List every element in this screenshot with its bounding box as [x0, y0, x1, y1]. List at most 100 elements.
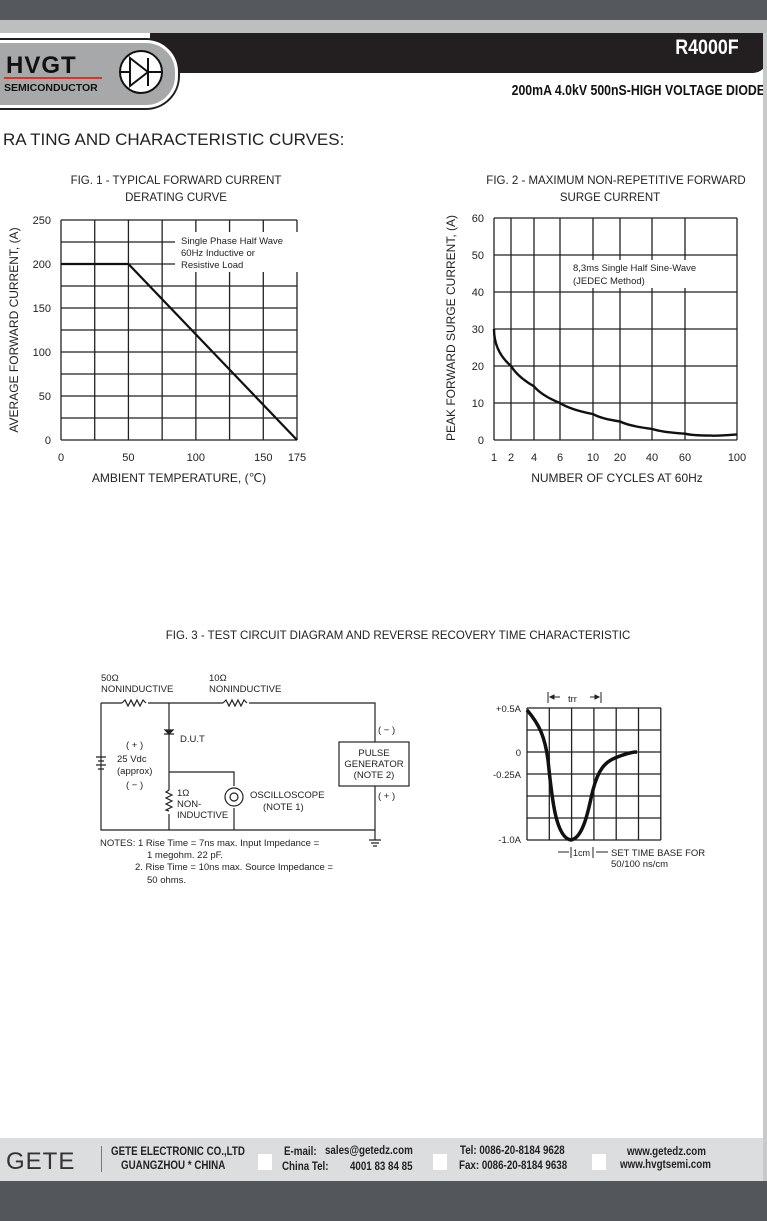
- fig1-xtick: 50: [122, 452, 134, 464]
- brand-sub: SEMICONDUCTOR: [4, 82, 98, 94]
- note-2: 2. Rise Time = 10ns max. Source Impedanc…: [135, 862, 333, 873]
- fig2-ytick: 40: [472, 287, 484, 299]
- fig2-xlabel: NUMBER OF CYCLES AT 60Hz: [531, 471, 703, 485]
- circuit-branch: [168, 703, 235, 830]
- r1-label-1: NON-: [177, 799, 201, 810]
- fig2-annotation-2: (JEDEC Method): [573, 276, 645, 287]
- fig2-xtick: 20: [614, 452, 626, 464]
- r1-value: 1Ω: [177, 788, 189, 799]
- fig1-ytick: 150: [33, 303, 51, 315]
- fig1-ytick: 0: [45, 435, 51, 447]
- cm-arrow-icon: [558, 847, 608, 858]
- china-tel-label: China Tel:: [282, 1161, 329, 1173]
- resistor-1ohm-icon: [164, 789, 174, 812]
- timebase-label-2: 50/100 ns/cm: [611, 859, 668, 870]
- fax: Fax: 0086-20-8184 9638: [459, 1160, 568, 1172]
- part-subtitle: 200mA 4.0kV 500nS-HIGH VOLTAGE DIODE: [511, 82, 765, 99]
- cm-label: 1cm: [573, 848, 590, 858]
- fig1-xtick: 100: [187, 452, 205, 464]
- note-2b: 50 ohms.: [147, 875, 186, 886]
- fig2-xtick: 4: [531, 452, 537, 464]
- fig2-xtick: 40: [646, 452, 658, 464]
- fig1-ytick: 250: [33, 215, 51, 227]
- note-1: NOTES: 1 Rise Time = 7ns max. Input Impe…: [100, 838, 320, 849]
- bottom-bar: [0, 1181, 767, 1221]
- timebase-label-1: SET TIME BASE FOR: [611, 848, 705, 859]
- r50-label: NONINDUCTIVE: [101, 684, 173, 695]
- note-1b: 1 megohm. 22 pF.: [147, 850, 223, 861]
- charts-canvas: FIG. 1 - TYPICAL FORWARD CURRENT DERATIN…: [7, 175, 746, 886]
- website-1[interactable]: www.getedz.com: [627, 1146, 706, 1158]
- fig1-ytick: 200: [33, 259, 51, 271]
- fig1-xtick: 0: [58, 452, 64, 464]
- footer-divider: [101, 1146, 102, 1172]
- fig2-annotation-bg: [568, 260, 708, 288]
- r10-label: NONINDUCTIVE: [209, 684, 281, 695]
- china-tel: 4001 83 84 85: [350, 1161, 413, 1173]
- top-bar: [0, 0, 767, 20]
- fig2-ytick: 60: [472, 213, 484, 225]
- oscilloscope-icon: [224, 787, 244, 807]
- fig2-xtick: 6: [557, 452, 563, 464]
- pulse-generator-box: [338, 741, 410, 787]
- wave-y-label: -1.0A: [498, 835, 521, 846]
- fig1-annotation-2: 60Hz Inductive or: [181, 248, 255, 259]
- fig1-xtick: 175: [288, 452, 306, 464]
- scrollbar[interactable]: [763, 33, 767, 1181]
- footer-square: [433, 1154, 447, 1170]
- company-name: GETE ELECTRONIC CO.,LTD: [111, 1146, 245, 1158]
- diode-dut-icon: [163, 729, 175, 735]
- fig2-ytick: 50: [472, 250, 484, 262]
- vdc-minus: ( − ): [126, 780, 143, 791]
- trr-arrow-icon: [547, 692, 602, 703]
- battery-icon: [96, 756, 106, 770]
- test-circuit: [96, 698, 410, 847]
- website-2[interactable]: www.hvgtsemi.com: [620, 1159, 711, 1171]
- footer-square: [258, 1154, 272, 1170]
- fig2-xtick: 60: [679, 452, 691, 464]
- fig1-ytick: 100: [33, 347, 51, 359]
- pulse-label-2: GENERATOR: [344, 759, 403, 770]
- fig1-chart: FIG. 1 - TYPICAL FORWARD CURRENT DERATIN…: [7, 175, 306, 485]
- scope-label: OSCILLOSCOPE: [250, 790, 324, 801]
- fig3-title: FIG. 3 - TEST CIRCUIT DIAGRAM AND REVERS…: [166, 630, 631, 642]
- circuit-labels: 50Ω NONINDUCTIVE 10Ω NONINDUCTIVE D.U.T …: [100, 673, 404, 886]
- fig1-annotation-1: Single Phase Half Wave: [181, 236, 283, 247]
- fig2-title-1: FIG. 2 - MAXIMUM NON-REPETITIVE FORWARD: [486, 175, 745, 187]
- fig1-ylabel: AVERAGE FORWARD CURRENT, (A): [7, 227, 21, 432]
- fig2-ylabel: PEAK FORWARD SURGE CURRENT, (A): [444, 215, 458, 441]
- fig1-title-2: DERATING CURVE: [125, 192, 227, 204]
- fig2-ytick: 10: [472, 398, 484, 410]
- dut-label: D.U.T: [180, 734, 205, 745]
- footer-square: [592, 1154, 606, 1170]
- email-link[interactable]: sales@getedz.com: [325, 1145, 413, 1157]
- fig1-annotation-bg: [175, 232, 300, 272]
- pulse-plus: ( + ): [378, 791, 395, 802]
- fig2-ytick: 20: [472, 361, 484, 373]
- fig2-xtick: 2: [508, 452, 514, 464]
- pulse-label-1: PULSE: [358, 748, 389, 759]
- fig1-series-line: [61, 262, 298, 441]
- section-title: RA TING AND CHARACTERISTIC CURVES:: [3, 130, 345, 149]
- gete-logo: GETE: [6, 1148, 76, 1175]
- fig1-ytick: 50: [39, 391, 51, 403]
- pulse-minus: ( − ): [378, 725, 395, 736]
- header-band: [150, 33, 767, 73]
- brand-underline: [4, 77, 102, 79]
- fig1-xtick: 150: [254, 452, 272, 464]
- ground-icon: [369, 830, 381, 847]
- fig2-title-2: SURGE CURRENT: [560, 192, 660, 204]
- vdc-plus: ( + ): [126, 740, 143, 751]
- fig1-xlabel: AMBIENT TEMPERATURE, (℃): [92, 471, 266, 485]
- fig1-title-1: FIG. 1 - TYPICAL FORWARD CURRENT: [71, 175, 282, 187]
- resistor-icon: [121, 698, 248, 708]
- fig2-xtick: 100: [728, 452, 746, 464]
- part-number: R4000F: [675, 36, 739, 59]
- wave-y-label: -0.25A: [493, 770, 522, 781]
- company-city: GUANGZHOU * CHINA: [121, 1160, 226, 1172]
- fig2-annotation-1: 8,3ms Single Half Sine-Wave: [573, 263, 696, 274]
- r10-value: 10Ω: [209, 673, 227, 684]
- footer: [0, 1138, 767, 1181]
- recovery-waveform: trr +0.5A 0 -0.25A -1.0A 1cm SET TIME BA…: [493, 692, 705, 870]
- circuit-wires: [100, 702, 376, 831]
